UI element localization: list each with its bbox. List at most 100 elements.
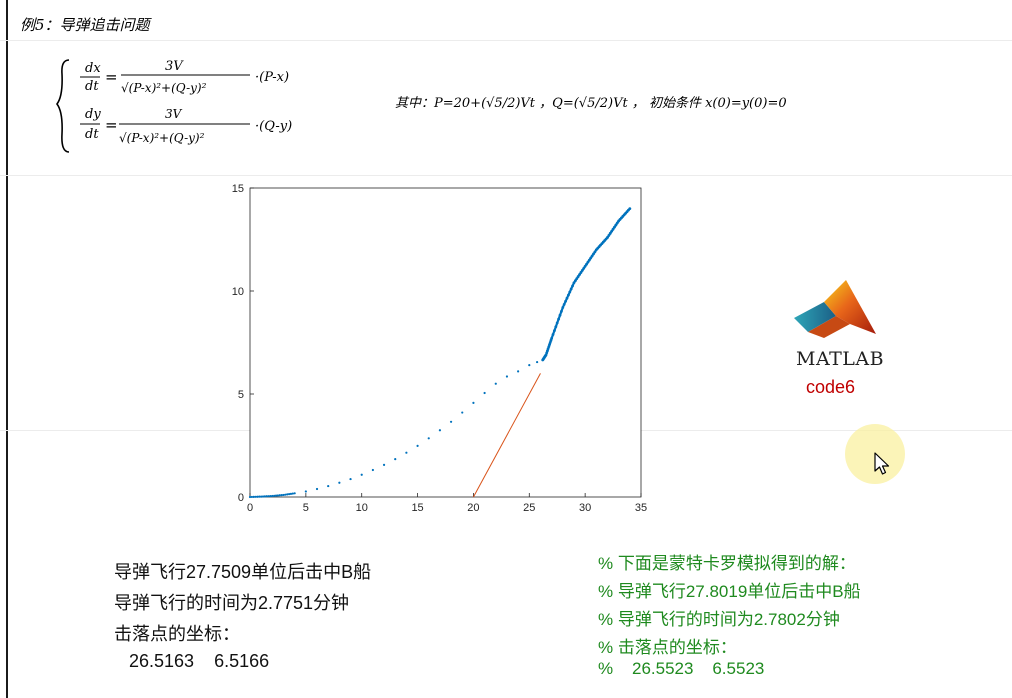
x-tick-label: 0 (247, 502, 253, 514)
matlab-logo-icon (794, 280, 876, 338)
missile-point (304, 490, 307, 493)
missile-path (248, 207, 632, 499)
missile-point (274, 494, 278, 497)
missile-point (517, 370, 520, 373)
logo-surface-shadow (808, 316, 850, 338)
missile-point (280, 494, 283, 497)
plot-area (249, 187, 642, 498)
result-time: 导弹飞行的时间为2.7751分钟 (114, 593, 350, 613)
eq2-lhs-num: dy (85, 107, 101, 122)
conditions-note: 其中：P=20+(√5/2)Vt ，Q=(√5/2)Vt ， 初始条件 x(0)… (395, 96, 787, 111)
eq2-equals: = (105, 116, 118, 134)
x-tick-label: 25 (523, 502, 535, 514)
x-tick-label: 35 (635, 502, 647, 514)
faint-divider (0, 40, 1012, 41)
y-tick-label: 0 (238, 492, 244, 504)
missile-point (291, 492, 294, 495)
ship-line (472, 373, 541, 498)
missile-point (258, 495, 261, 498)
missile-point (349, 477, 352, 481)
faint-divider (0, 175, 1012, 176)
mc-comment-coords-label: % 击落点的坐标： (598, 638, 737, 657)
eq2-lhs-den: dt (85, 127, 99, 142)
missile-point (338, 481, 341, 484)
missile-point (278, 494, 281, 497)
missile-point (284, 493, 287, 496)
missile-point (405, 451, 408, 454)
missile-point (282, 493, 285, 497)
missile-point (256, 495, 259, 498)
logo-surface-peak (824, 280, 876, 334)
missile-point (252, 495, 255, 498)
missile-point (494, 382, 497, 385)
logo-surface-base (794, 302, 836, 332)
eq1-denominator: √(P-x)²+(Q-y)² (121, 81, 207, 95)
missile-point (528, 364, 531, 367)
missile-point (371, 468, 374, 472)
x-tick-label: 10 (356, 502, 368, 514)
missile-point (416, 444, 419, 448)
missile-point (273, 494, 276, 497)
eq2-tail: ·(Q-y) (255, 119, 292, 134)
missile-point (438, 429, 442, 432)
missile-point (260, 495, 263, 498)
left-brace (56, 59, 70, 153)
problem-title: 例5：导弹追击问题 (20, 16, 150, 34)
missile-point (288, 493, 291, 496)
missile-point (289, 492, 293, 495)
missile-point (360, 473, 363, 476)
missile-point (505, 375, 509, 378)
eq1-equals: = (105, 68, 118, 86)
missile-point (286, 493, 289, 496)
missile-point (254, 495, 257, 498)
result-coords-label: 击落点的坐标： (114, 624, 240, 644)
missile-point (276, 494, 280, 497)
x-tick-label: 15 (411, 502, 423, 514)
eq2-numerator: 3V (165, 107, 183, 121)
missile-point (261, 495, 265, 498)
missile-point (394, 457, 397, 461)
eq1-tail: ·(P-x) (255, 70, 289, 85)
mc-comment-header: % 下面是蒙特卡罗模拟得到的解： (598, 554, 856, 573)
missile-point (250, 495, 253, 499)
missile-point (293, 492, 296, 495)
eq1-numerator: 3V (165, 59, 184, 74)
x-tick-label: 20 (467, 502, 479, 514)
missile-point (269, 494, 272, 498)
missile-dense-segment (541, 207, 631, 361)
missile-point (427, 437, 430, 440)
missile-point (315, 487, 319, 491)
missile-point (248, 495, 252, 499)
ode-system-formula: dx dt = 3V √(P-x)²+(Q-y)² ·(P-x) dy dt =… (56, 59, 292, 153)
eq2-denominator: √(P-x)²+(Q-y)² (119, 131, 205, 145)
missile-point (461, 411, 464, 414)
eq1-lhs-den: dt (85, 79, 99, 94)
y-tick-label: 15 (232, 183, 244, 195)
missile-point (271, 494, 274, 498)
missile-point (267, 495, 270, 498)
eq1-lhs-num: dx (85, 61, 101, 76)
missile-point (449, 420, 453, 423)
x-tick-label: 30 (579, 502, 591, 514)
trajectory-chart: 0 5 10 15 20 25 30 35 0 5 10 15 (232, 183, 647, 514)
missile-point (265, 495, 268, 498)
missile-point (472, 401, 475, 404)
mc-comment-coords: % 26.5523 6.5523 (598, 659, 765, 678)
result-coords-values: 26.5163 6.5166 (114, 651, 270, 671)
matlab-wordmark: MATLAB (796, 348, 885, 370)
missile-point (483, 391, 486, 395)
code-label: code6 (806, 377, 856, 397)
result-distance: 导弹飞行27.7509单位后击中B船 (114, 562, 372, 582)
ship-path (472, 373, 541, 498)
mc-comment-time: % 导弹飞行的时间为2.7802分钟 (598, 610, 840, 629)
missile-point (382, 463, 386, 466)
left-border (6, 0, 8, 698)
missile-point (327, 484, 330, 488)
y-tick-label: 10 (232, 286, 244, 298)
mc-comment-distance: % 导弹飞行27.8019单位后击中B船 (598, 582, 861, 601)
y-tick-label: 5 (238, 389, 244, 401)
mouse-pointer-icon (874, 452, 890, 475)
missile-point (536, 360, 539, 364)
axis-ticks: 0 5 10 15 20 25 30 35 0 5 10 15 (232, 183, 647, 514)
missile-point (263, 495, 266, 498)
